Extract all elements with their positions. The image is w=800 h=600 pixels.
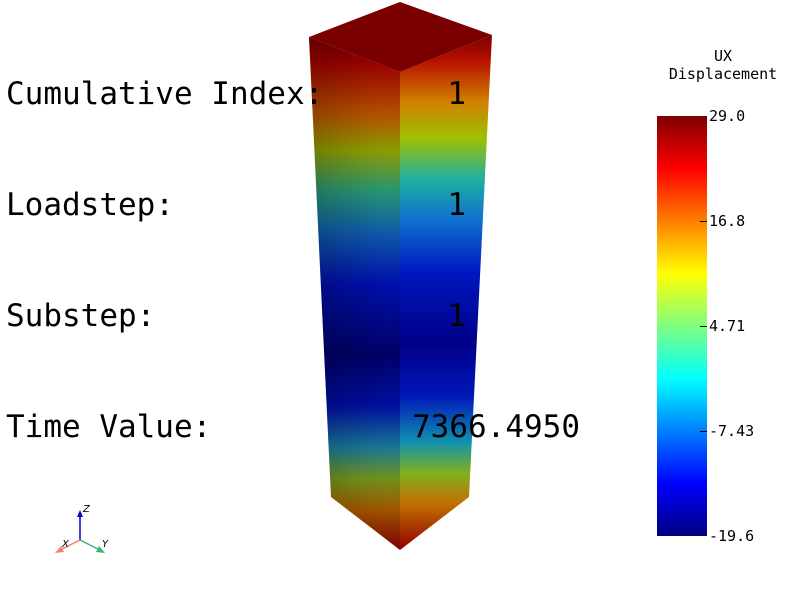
- substep-row: Substep: 1: [6, 298, 586, 335]
- column-top-face: [309, 2, 492, 72]
- time-value-value: 7366.4950: [412, 409, 580, 445]
- y-axis-line: [79, 539, 101, 551]
- colorbar-tick-label: 4.71: [709, 317, 746, 335]
- time-value-label: Time Value:: [6, 409, 212, 445]
- x-axis-arrow-icon: [55, 546, 64, 553]
- substep-label: Substep:: [6, 298, 156, 334]
- colorbar-tick-label: 29.0: [709, 107, 746, 125]
- time-value-row: Time Value: 7366.4950: [6, 409, 586, 446]
- loadstep-row: Loadstep: 1: [6, 187, 586, 224]
- result-info-panel: Cumulative Index: 1 Loadstep: 1 Substep:…: [6, 2, 586, 483]
- y-axis-arrow-icon: [96, 546, 105, 553]
- colorbar-title-line2: Displacement: [668, 65, 778, 83]
- z-axis-arrow-icon: [77, 510, 83, 517]
- column-left-face-shading: [309, 37, 400, 550]
- colorbar-tick-mark: [700, 431, 707, 432]
- loadstep-value: 1: [447, 187, 466, 223]
- colorbar-tick-mark: [700, 221, 707, 222]
- x-axis-label: X: [61, 539, 70, 550]
- cumulative-index-label: Cumulative Index:: [6, 76, 324, 112]
- colorbar-title: UX Displacement: [650, 47, 796, 83]
- colorbar-tick-mark: [700, 326, 707, 327]
- y-axis-label: Y: [102, 539, 109, 550]
- colorbar-tick-label: 16.8: [709, 212, 746, 230]
- loadstep-label: Loadstep:: [6, 187, 174, 223]
- column-right-face: [400, 35, 492, 550]
- cumulative-index-row: Cumulative Index: 1: [6, 76, 586, 113]
- substep-value: 1: [447, 298, 466, 334]
- colorbar: [657, 116, 707, 536]
- z-axis-label: Z: [82, 504, 91, 515]
- x-axis-line: [59, 539, 81, 551]
- colorbar-title-line1: UX: [713, 47, 733, 65]
- cumulative-index-value: 1: [447, 76, 466, 112]
- axis-triad[interactable]: Z X Y: [50, 500, 120, 560]
- colorbar-tick-label: -19.6: [709, 527, 755, 545]
- colorbar-tick-label: -7.43: [709, 422, 755, 440]
